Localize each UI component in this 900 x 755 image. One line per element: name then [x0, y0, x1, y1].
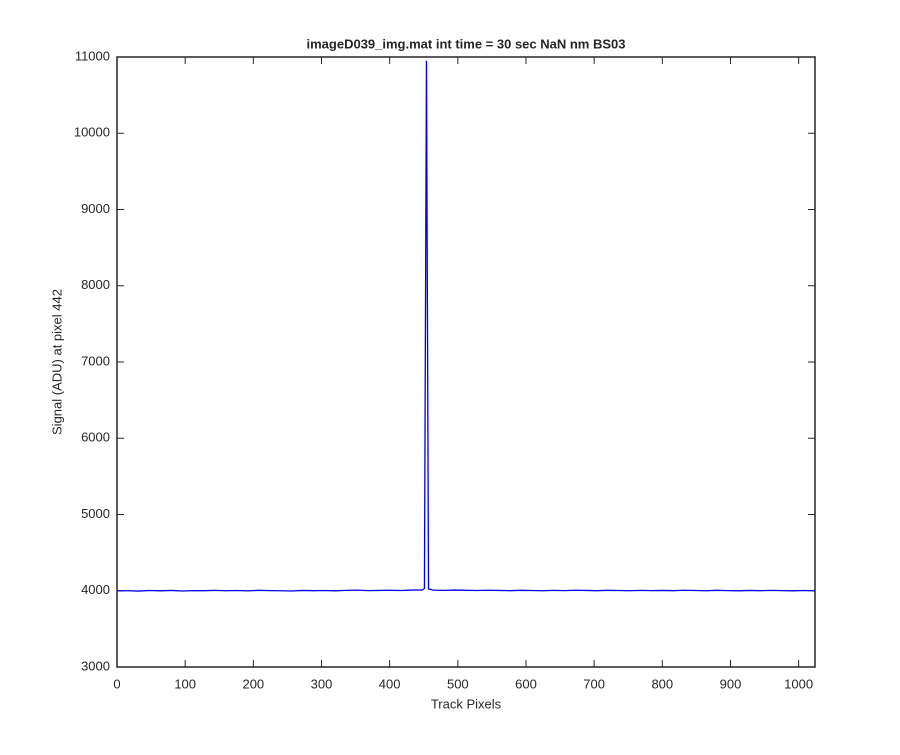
y-tick-label: 7000 — [81, 353, 110, 368]
y-axis-label: Signal (ADU) at pixel 442 — [49, 289, 64, 435]
y-tick-label: 6000 — [81, 430, 110, 445]
x-tick-label: 400 — [379, 676, 401, 691]
y-tick-label: 8000 — [81, 277, 110, 292]
x-tick-label: 600 — [515, 676, 537, 691]
plot-frame — [116, 56, 816, 668]
x-tick-label: 1000 — [784, 676, 813, 691]
x-tick-label: 500 — [447, 676, 469, 691]
y-tick-label: 3000 — [81, 658, 110, 673]
x-tick-label: 700 — [583, 676, 605, 691]
chart-title: imageD039_img.mat int time = 30 sec NaN … — [307, 36, 626, 51]
x-axis-label: Track Pixels — [431, 696, 502, 711]
x-tick-label: 800 — [651, 676, 673, 691]
x-tick-label: 900 — [720, 676, 742, 691]
y-tick-label: 4000 — [81, 582, 110, 597]
x-tick-label: 0 — [113, 676, 120, 691]
y-tick-label: 5000 — [81, 506, 110, 521]
x-tick-label: 200 — [242, 676, 264, 691]
y-tick-label: 11000 — [75, 48, 110, 63]
x-tick-label: 300 — [311, 676, 333, 691]
y-tick-label: 9000 — [81, 201, 110, 216]
x-tick-label: 100 — [174, 676, 196, 691]
y-tick-label: 10000 — [74, 125, 110, 140]
data-line — [116, 60, 816, 592]
